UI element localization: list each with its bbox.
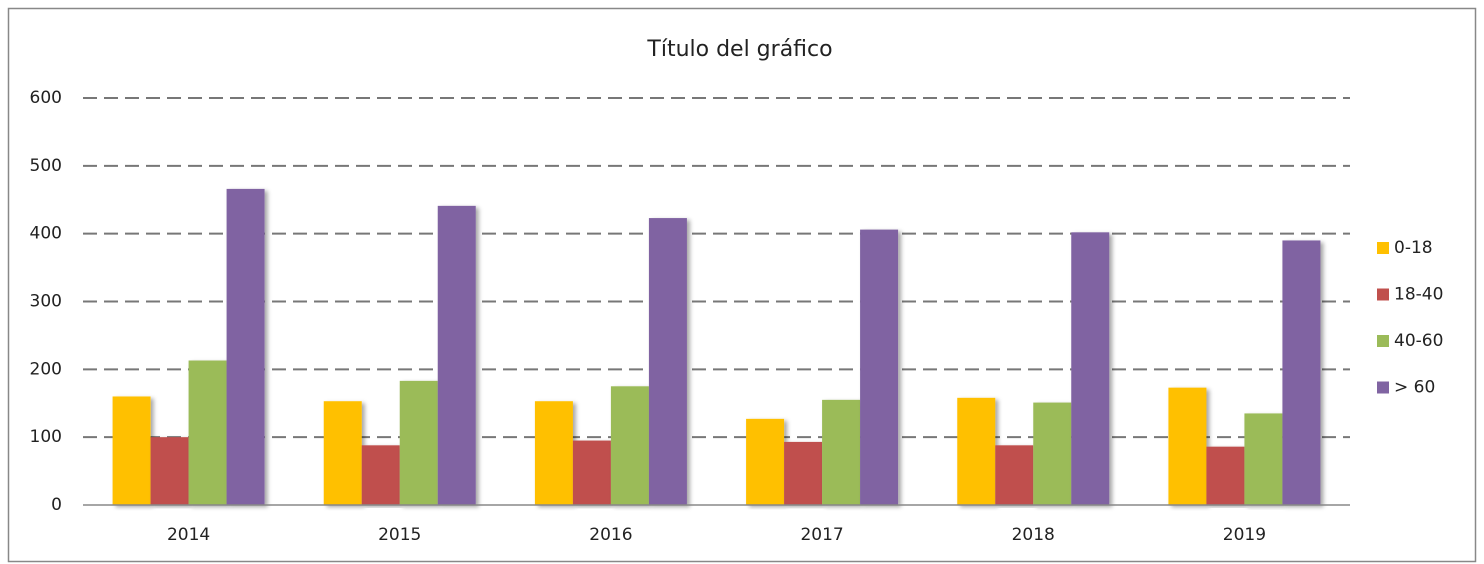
bar	[1282, 240, 1321, 505]
legend-label: 40-60	[1394, 331, 1443, 351]
bar	[995, 445, 1034, 505]
y-tick-label: 100	[30, 427, 62, 447]
bar	[1206, 446, 1245, 505]
bar	[188, 360, 227, 505]
x-tick-label: 2016	[589, 525, 632, 545]
bar	[572, 440, 611, 505]
bar	[399, 380, 438, 505]
y-tick-label: 500	[30, 156, 62, 176]
legend-swatch	[1377, 288, 1389, 301]
y-tick-label: 600	[30, 88, 62, 108]
bar	[1244, 413, 1283, 505]
bar	[822, 399, 861, 505]
legend-swatch	[1377, 381, 1389, 394]
x-tick-label: 2015	[378, 525, 421, 545]
bar	[1071, 232, 1110, 505]
bar	[957, 397, 996, 505]
legend-swatch	[1377, 242, 1389, 254]
y-tick-label: 0	[51, 495, 62, 515]
y-tick-label: 200	[30, 359, 62, 379]
y-tick-label: 300	[30, 292, 62, 312]
bar	[323, 401, 362, 505]
x-tick-label: 2014	[167, 525, 210, 545]
legend-swatch	[1377, 335, 1389, 347]
x-tick-label: 2018	[1012, 525, 1055, 545]
bar	[361, 445, 400, 505]
legend-label: 0-18	[1394, 238, 1433, 258]
bar	[784, 441, 823, 505]
legend-label: > 60	[1394, 378, 1435, 398]
bar	[1033, 402, 1072, 505]
bar	[437, 205, 476, 506]
legend-label: 18-40	[1394, 285, 1443, 305]
bar	[648, 218, 687, 505]
x-tick-label: 2019	[1223, 525, 1266, 545]
bar	[610, 386, 649, 505]
bar	[746, 418, 785, 505]
bar	[860, 229, 899, 505]
bar	[534, 401, 573, 505]
chart-title: Título del gráfico	[646, 37, 832, 62]
bar	[226, 188, 265, 505]
x-tick-label: 2017	[800, 525, 843, 545]
y-tick-label: 400	[30, 224, 62, 244]
bar	[112, 396, 151, 505]
bar	[1168, 387, 1207, 505]
bar	[150, 437, 189, 505]
